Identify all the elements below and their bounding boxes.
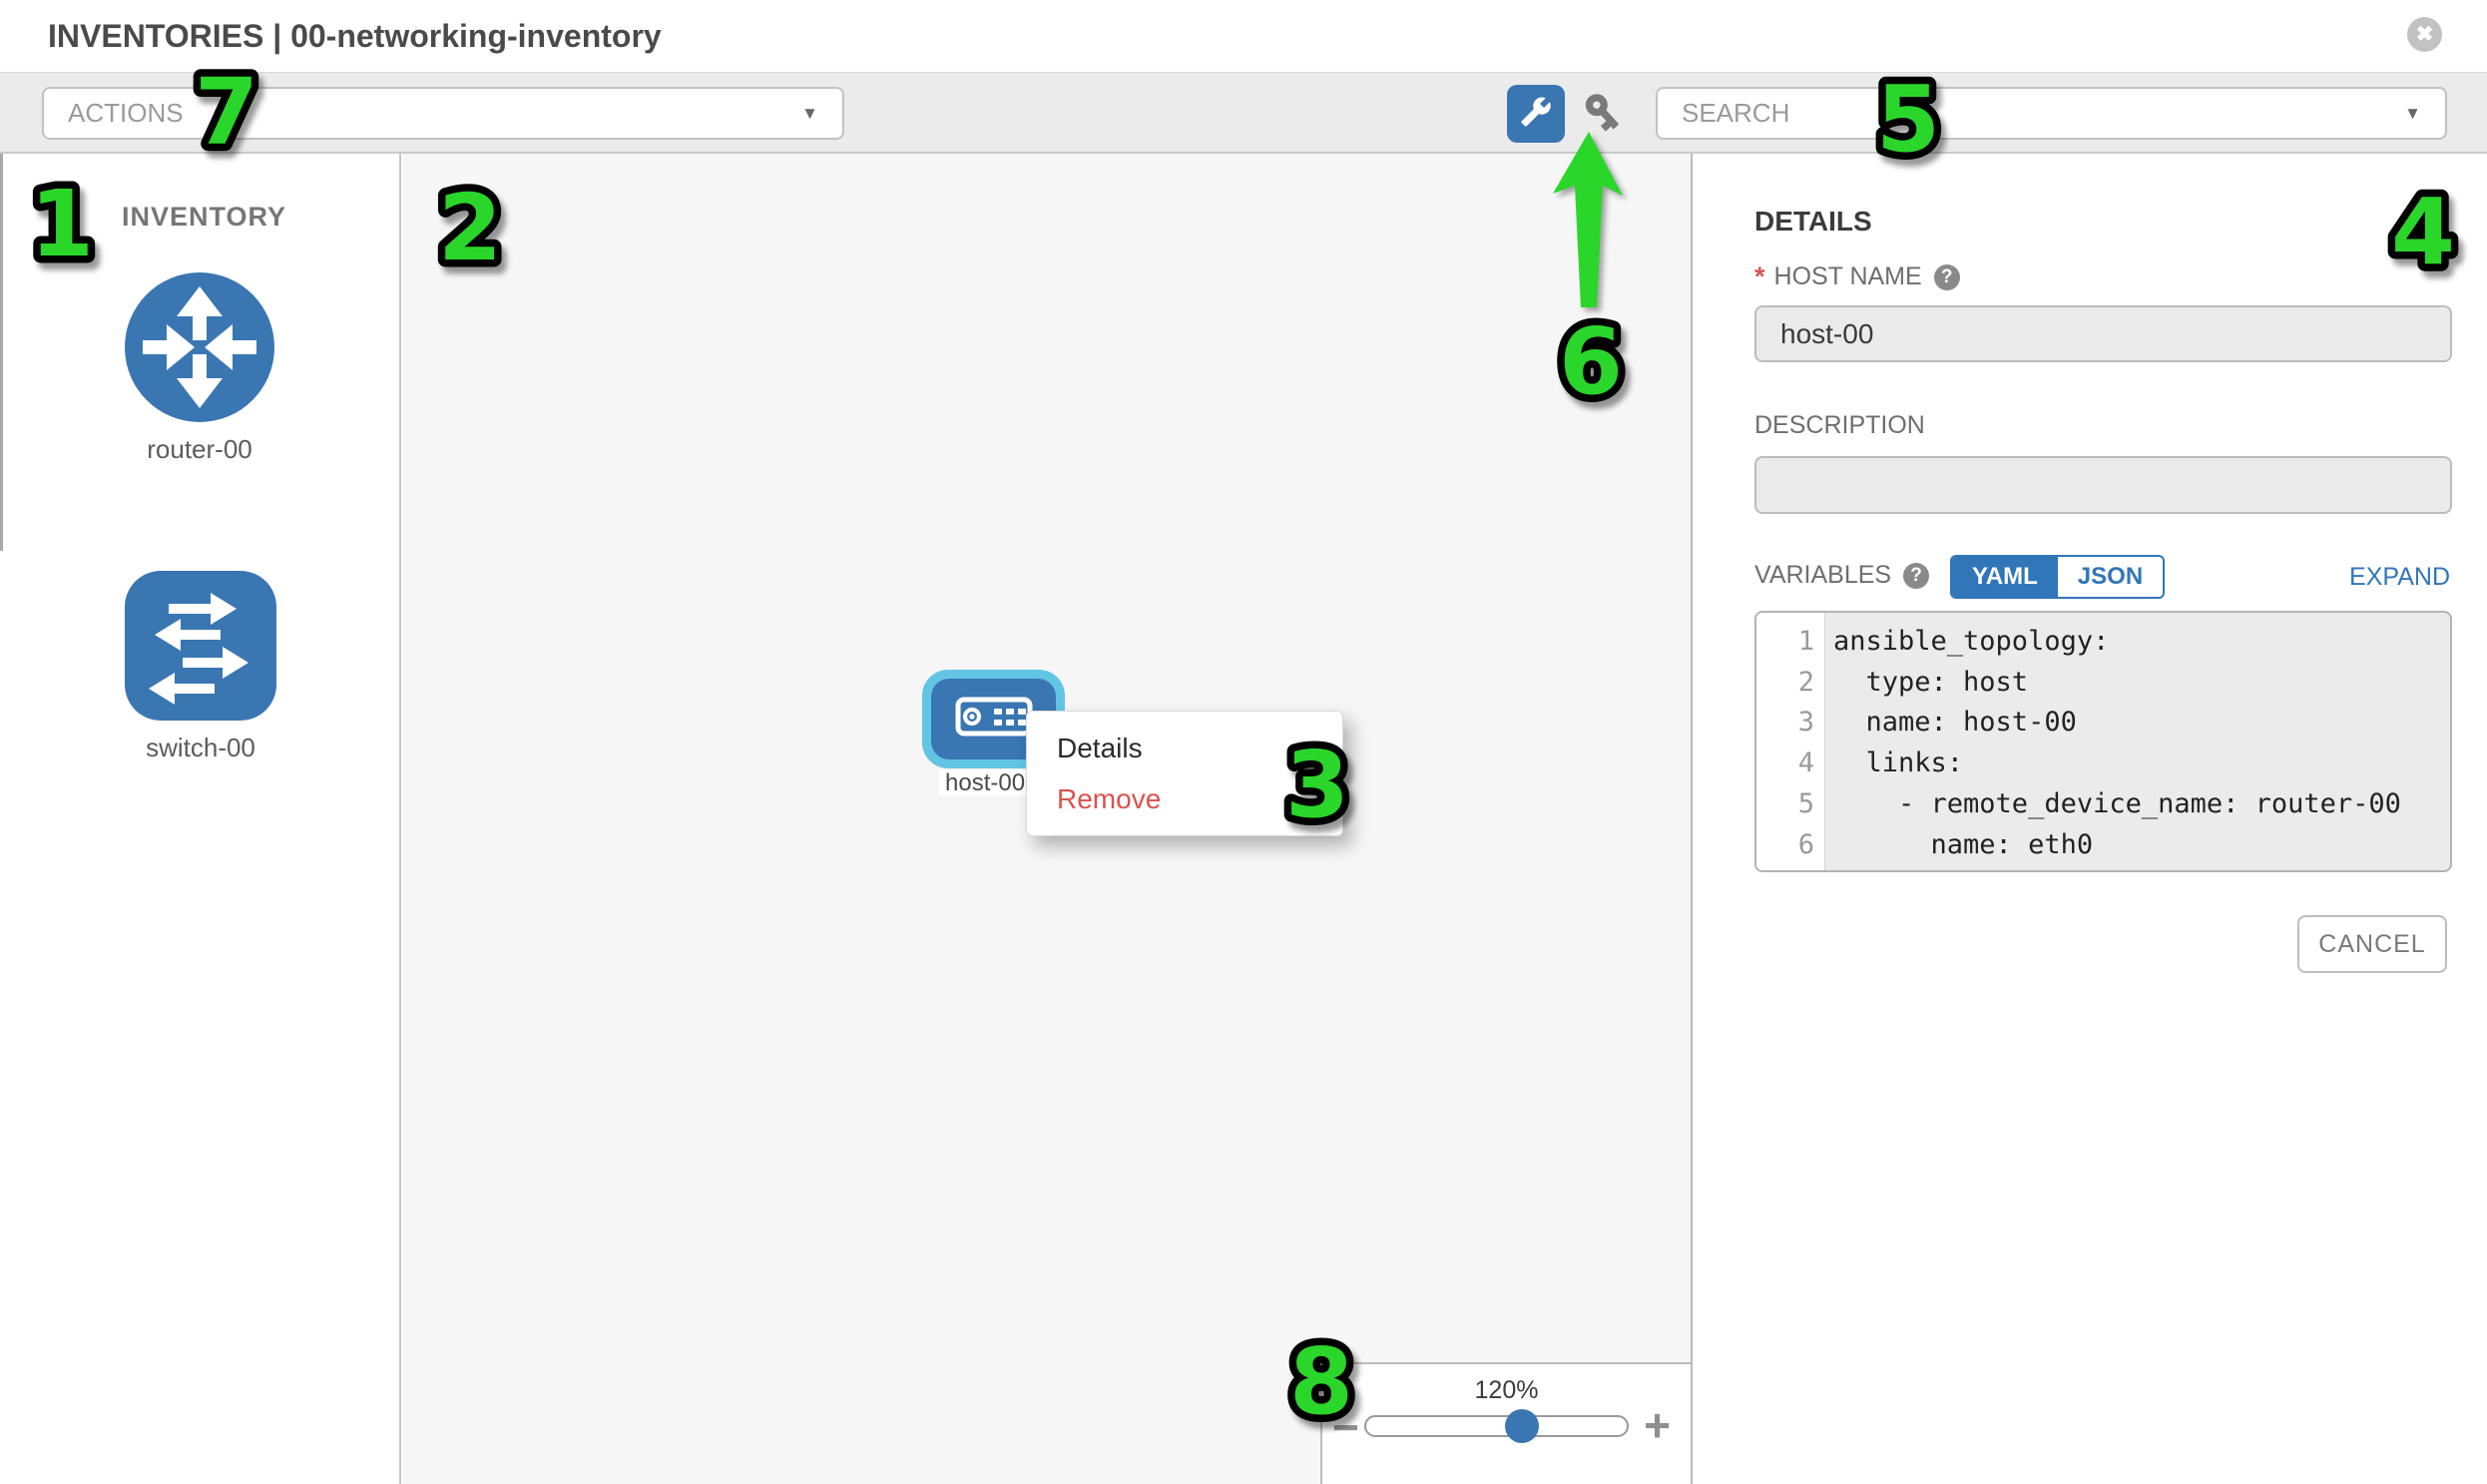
zoom-in-button[interactable]: + [1644, 1399, 1671, 1451]
palette-item-label: switch-00 [146, 733, 255, 762]
required-asterisk: * [1754, 261, 1765, 291]
router-icon [125, 272, 274, 426]
context-menu-item-remove[interactable]: Remove [1057, 783, 1162, 814]
actions-dropdown-label: ACTIONS [68, 98, 184, 128]
host-node-label: host-00 [939, 769, 1032, 796]
topology-canvas[interactable]: host-00 Details Remove 120% − + [403, 154, 1691, 1484]
editor-line-numbers: 1 2 3 4 5 6 7 [1756, 613, 1825, 870]
description-label-row: DESCRIPTION [1754, 411, 1925, 440]
expand-link[interactable]: EXPAND [2349, 563, 2450, 591]
close-icon: ✖ [2415, 23, 2434, 46]
page-title: INVENTORIES | 00-networking-inventory [48, 18, 662, 54]
host-name-input[interactable] [1754, 305, 2452, 362]
description-input[interactable] [1754, 456, 2452, 514]
format-toggle: YAML JSON [1950, 555, 2166, 599]
palette-item-label: router-00 [147, 434, 252, 464]
switch-icon [125, 571, 276, 725]
search-dropdown[interactable]: SEARCH ▼ [1656, 87, 2447, 140]
scrollbar[interactable] [0, 154, 3, 551]
chevron-down-icon: ▼ [2404, 103, 2421, 123]
zoom-level-label: 120% [1474, 1376, 1539, 1404]
wrench-icon [1520, 96, 1552, 133]
variables-editor[interactable]: 1 2 3 4 5 6 7 ansible_topology: type: ho… [1754, 611, 2452, 872]
zoom-slider[interactable] [1364, 1415, 1629, 1437]
host-name-label-row: * HOST NAME ? [1754, 261, 1960, 292]
configure-button[interactable] [1507, 85, 1565, 143]
host-icon [955, 697, 1033, 742]
inventory-sidebar: INVENTORY router-00 [0, 154, 401, 1484]
search-dropdown-label: SEARCH [1682, 98, 1790, 128]
details-panel-title: DETAILS [1754, 206, 1872, 237]
titlebar: INVENTORIES | 00-networking-inventory ✖ [0, 0, 2487, 72]
details-panel: DETAILS * HOST NAME ? DESCRIPTION VARIAB… [1691, 154, 2487, 1484]
zoom-control-panel: 120% − + [1320, 1362, 1691, 1484]
cancel-button[interactable]: CANCEL [2297, 915, 2447, 973]
host-name-label: HOST NAME [1773, 262, 1922, 290]
key-icon [1581, 90, 1625, 139]
json-toggle-button[interactable]: JSON [2057, 557, 2164, 597]
palette-item-router[interactable]: router-00 [124, 272, 275, 465]
yaml-toggle-button[interactable]: YAML [1952, 557, 2058, 597]
palette-item-switch[interactable]: switch-00 [125, 571, 276, 763]
description-label: DESCRIPTION [1754, 411, 1925, 439]
help-icon[interactable]: ? [1903, 562, 1930, 589]
context-menu-item-details[interactable]: Details [1057, 733, 1143, 763]
toolbar: ACTIONS ▼ SEARCH ▼ [0, 72, 2487, 154]
chevron-down-icon: ▼ [801, 103, 818, 123]
credentials-button[interactable] [1579, 90, 1627, 138]
variables-label: VARIABLES [1754, 561, 1892, 589]
actions-dropdown[interactable]: ACTIONS ▼ [42, 87, 844, 140]
close-button[interactable]: ✖ [2407, 17, 2442, 52]
help-icon[interactable]: ? [1933, 263, 1960, 290]
zoom-slider-thumb[interactable] [1505, 1409, 1539, 1443]
sidebar-title: INVENTORY [122, 202, 287, 232]
context-menu: Details Remove [1026, 711, 1343, 836]
editor-code: ansible_topology: type: host name: host-… [1833, 626, 2401, 870]
variables-label-row: VARIABLES ? [1754, 561, 1930, 590]
zoom-out-button[interactable]: − [1332, 1401, 1359, 1453]
